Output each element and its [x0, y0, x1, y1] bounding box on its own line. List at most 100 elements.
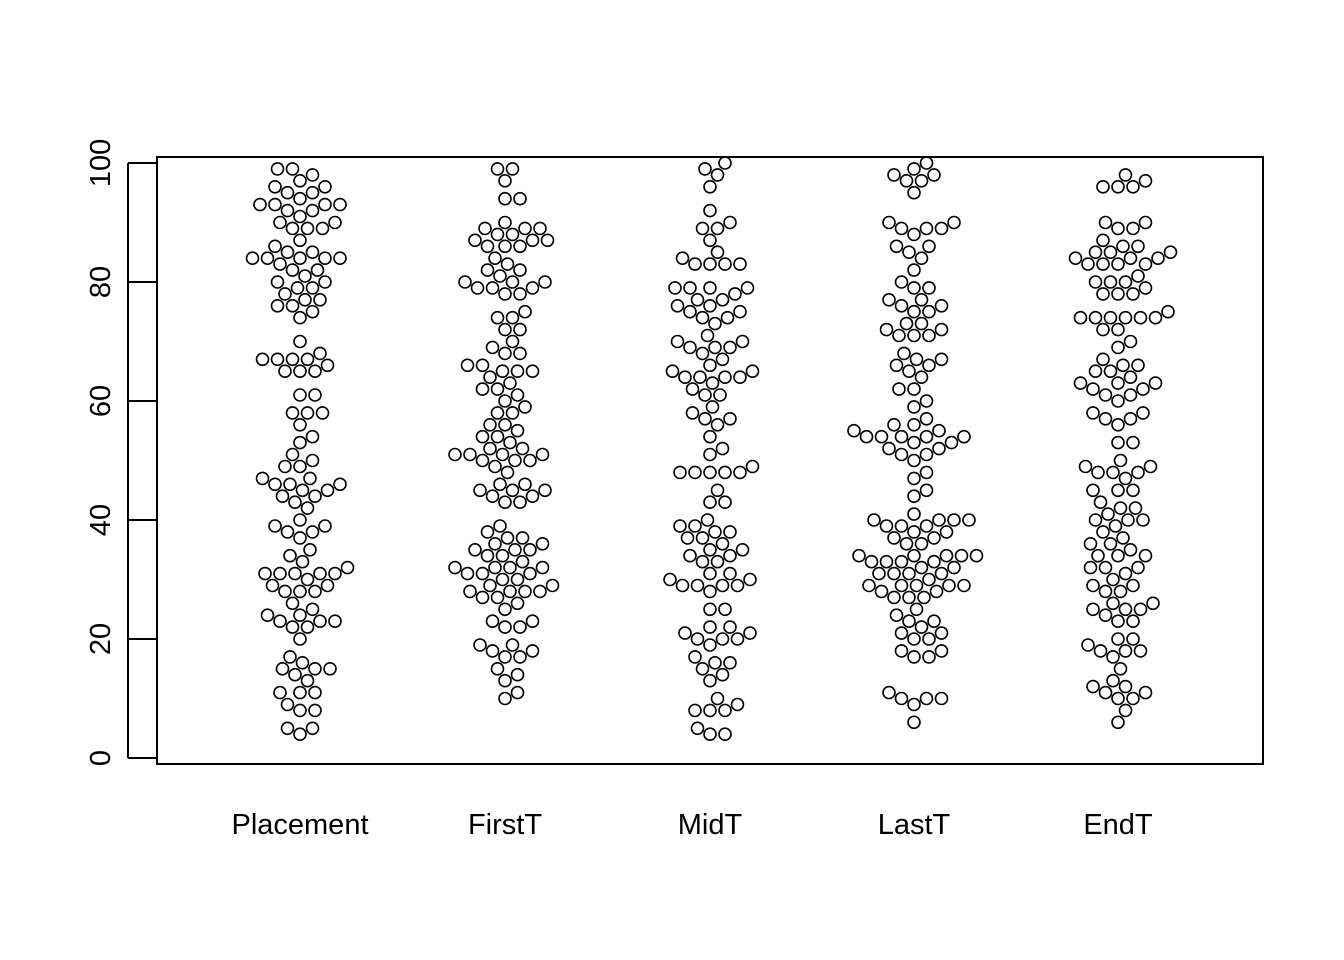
data-point [295, 554, 310, 569]
y-tick-label: 100 [85, 139, 117, 187]
category-label: EndT [1083, 809, 1153, 841]
data-point [733, 370, 747, 385]
data-point [1118, 275, 1133, 289]
data-point [313, 566, 327, 581]
data-point [957, 429, 971, 444]
data-point [723, 620, 737, 634]
data-point [947, 215, 961, 230]
data-point [703, 638, 717, 652]
data-point [922, 650, 936, 664]
data-point [1086, 382, 1100, 396]
data-point [879, 554, 894, 569]
data-point [308, 703, 322, 718]
data-point [280, 185, 295, 200]
data-point [1131, 465, 1145, 480]
data-point [1123, 334, 1138, 349]
data-point [703, 180, 717, 194]
data-point [1118, 644, 1133, 658]
data-point [969, 548, 984, 563]
data-point [703, 703, 717, 718]
data-point [478, 221, 492, 236]
data-point [1148, 310, 1163, 325]
data-point [328, 566, 342, 581]
data-point [545, 578, 560, 593]
data-point [483, 370, 497, 385]
data-point [268, 477, 282, 492]
y-tick-label: 20 [85, 623, 117, 655]
data-point [919, 691, 934, 706]
data-point [510, 685, 525, 700]
data-point [708, 525, 722, 539]
data-point [914, 174, 929, 188]
data-point [480, 525, 495, 539]
data-point [705, 376, 720, 390]
data-point [710, 417, 725, 432]
data-point [515, 554, 530, 569]
data-point [723, 215, 737, 230]
data-point [488, 560, 502, 575]
data-point [934, 691, 949, 706]
data-point [718, 257, 732, 271]
data-point [1103, 536, 1118, 551]
data-point [500, 257, 515, 271]
data-point [488, 459, 502, 474]
data-point [273, 257, 287, 271]
data-point [1126, 435, 1140, 450]
data-point [889, 358, 904, 373]
data-point [1096, 257, 1110, 271]
data-point [723, 411, 737, 426]
data-point [1096, 287, 1110, 301]
data-point [733, 304, 747, 319]
data-point [1123, 388, 1138, 402]
data-point [308, 661, 322, 676]
data-point [710, 221, 725, 236]
data-point [892, 328, 906, 343]
data-point [907, 227, 921, 242]
data-point [688, 519, 702, 533]
data-point [1106, 650, 1120, 664]
data-points [245, 156, 1178, 742]
data-point [490, 310, 505, 325]
data-point [1118, 566, 1133, 581]
data-point [510, 423, 525, 438]
data-point [315, 406, 330, 420]
data-point [954, 548, 969, 563]
data-point [894, 554, 909, 569]
data-point [293, 251, 307, 266]
data-point [313, 346, 327, 361]
data-point [318, 275, 332, 289]
data-point [313, 292, 327, 307]
data-point [919, 519, 934, 533]
data-point [540, 233, 555, 248]
data-point [273, 685, 287, 700]
data-point [275, 489, 290, 504]
data-point [305, 168, 320, 182]
data-point [703, 257, 717, 271]
data-point [333, 477, 347, 492]
data-point [463, 447, 477, 462]
data-point [293, 727, 307, 742]
data-point [907, 400, 921, 414]
data-point [513, 346, 527, 361]
data-point [1113, 661, 1128, 676]
data-point [693, 370, 707, 385]
data-point [333, 251, 347, 266]
data-point [513, 322, 527, 337]
data-point [688, 257, 702, 271]
data-point [295, 655, 310, 670]
data-point [1073, 310, 1088, 325]
data-point [288, 566, 302, 581]
data-point [273, 215, 287, 230]
data-point [513, 287, 527, 301]
data-point [1118, 679, 1133, 694]
data-point [962, 513, 976, 527]
data-point [700, 513, 715, 527]
data-point [889, 239, 904, 254]
data-point [887, 590, 901, 605]
data-point [907, 263, 921, 277]
data-point [907, 162, 921, 176]
data-point [718, 156, 732, 170]
data-point [673, 519, 687, 533]
data-point [305, 281, 320, 295]
data-point [902, 245, 916, 259]
